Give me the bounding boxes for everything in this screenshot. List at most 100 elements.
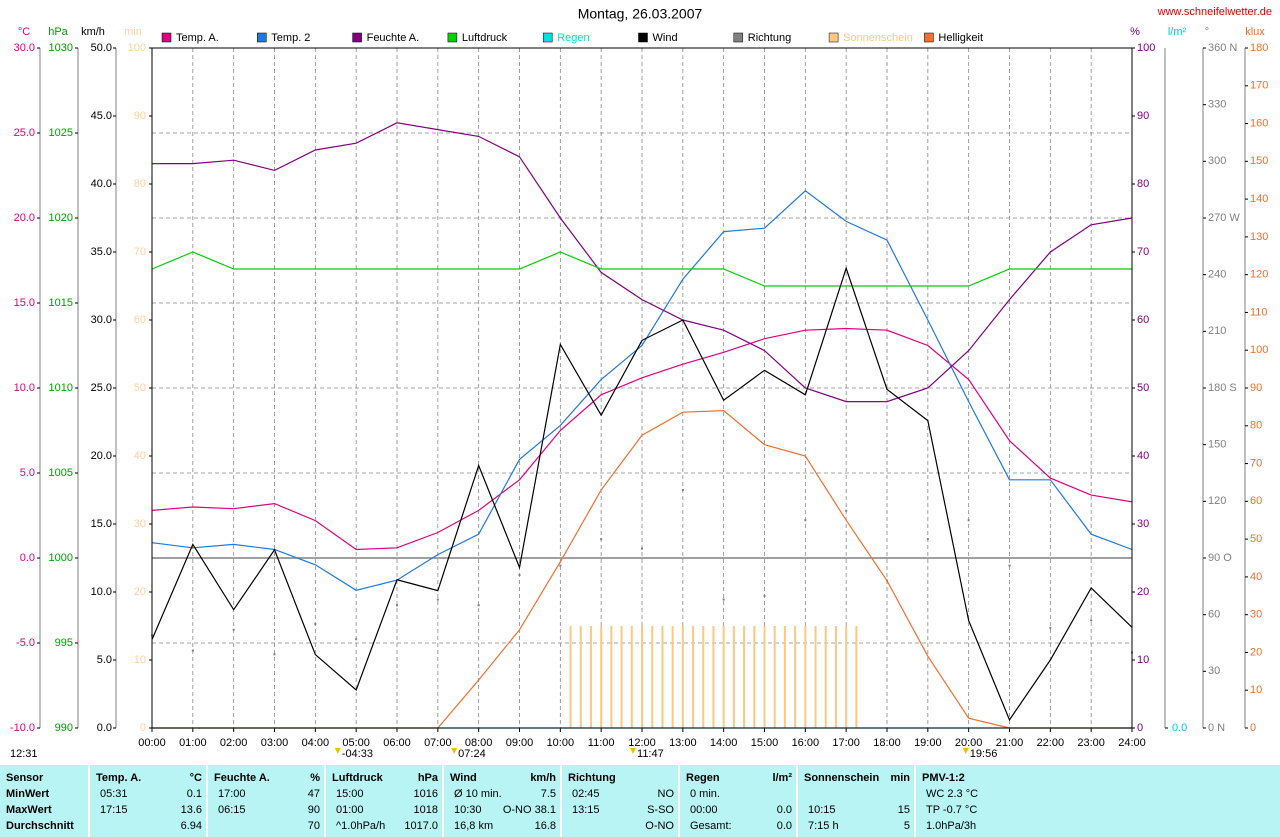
direction-dot	[477, 604, 480, 607]
table-cell: Gesamt:	[690, 820, 732, 832]
table-cell: %	[310, 772, 320, 784]
axis-unit: °C	[18, 26, 30, 38]
y-tick-label: 330	[1208, 99, 1226, 111]
x-tick-label: 01:00	[179, 737, 207, 749]
y-tick-label: 90	[1137, 110, 1149, 122]
x-tick-label: 18:00	[873, 737, 901, 749]
direction-dot	[845, 509, 848, 512]
table-cell: 7:15 h	[808, 820, 839, 832]
y-tick-label: 120	[1208, 495, 1226, 507]
table-cell: Durchschnitt	[6, 820, 74, 832]
y-tick-label: 1010	[49, 382, 73, 394]
table-cell: 6.94	[180, 820, 202, 832]
x-tick-label: 05:00	[342, 737, 370, 749]
y-tick-label: 45.0	[91, 110, 112, 122]
legend-label: Temp. A.	[176, 32, 219, 44]
corner-note: 12:31	[10, 748, 38, 760]
legend-swatch	[542, 32, 553, 43]
legend-label: Regen	[557, 32, 589, 44]
y-tick-label: 1025	[49, 127, 73, 139]
table-cell: min	[890, 772, 910, 784]
y-tick-label: 0 N	[1208, 722, 1225, 734]
table-cell: 1016	[413, 788, 438, 800]
legend-label: Wind	[653, 32, 678, 44]
legend-swatch	[257, 32, 267, 43]
direction-dot	[191, 649, 194, 652]
table-group: Sensor MinWert MaxWert Durchschnitt	[0, 765, 88, 837]
y-tick-label: 25.0	[14, 127, 35, 139]
x-tick-label: 14:00	[710, 737, 738, 749]
legend-swatch	[638, 32, 648, 43]
y-tick-label: 10	[134, 654, 146, 666]
table-cell: O-NO 38.1	[502, 804, 556, 816]
legend-label: Temp. 2	[271, 32, 310, 44]
x-tick-label: 02:00	[220, 737, 248, 749]
y-tick-label: 60	[1137, 314, 1149, 326]
y-tick-label: 150	[1250, 155, 1268, 167]
direction-dot	[355, 638, 358, 641]
direction-dot	[1049, 626, 1052, 629]
annotation-label: 07:24	[458, 748, 486, 760]
y-tick-label: 30	[134, 518, 146, 530]
legend-swatch	[352, 32, 362, 43]
axis-unit: °	[1205, 26, 1209, 38]
annotation-marker	[451, 748, 458, 754]
y-tick-label: 30	[1250, 609, 1262, 621]
series-line	[152, 122, 1133, 403]
series-line	[151, 327, 1133, 551]
table-cell: MaxWert	[6, 804, 52, 816]
x-tick-label: 12:00	[628, 737, 656, 749]
table-cell: TP -0.7 °C	[926, 804, 978, 816]
table-group: Wind km/h Ø 10 min. 7.5 10:30 O-NO 38.1 16,8 k…	[442, 765, 562, 837]
chart: Montag, 26.03.2007 www.schneifelwetter.d…	[10, 6, 1272, 760]
axis-unit: min	[124, 26, 142, 38]
y-tick-label: 0.0	[20, 552, 35, 564]
y-tick-label: 50	[1137, 382, 1149, 394]
y-tick-label: 10.0	[91, 586, 112, 598]
y-tick-label: 0	[1250, 722, 1256, 734]
y-tick-label: 120	[1250, 269, 1268, 281]
x-tick-label: 24:00	[1118, 737, 1146, 749]
legend-label: Feuchte A.	[367, 32, 420, 44]
table-cell: 10:30	[454, 804, 482, 816]
direction-dot	[1008, 564, 1011, 567]
direction-dot	[967, 519, 970, 522]
annotation-label: -04:33	[342, 748, 373, 760]
y-tick-label: 30	[1208, 665, 1220, 677]
direction-dot	[681, 489, 684, 491]
y-tick-label: 100	[1250, 344, 1268, 356]
x-tick-label: 00:00	[138, 737, 166, 749]
y-tick-label: 130	[1250, 231, 1268, 243]
legend-swatch	[161, 32, 172, 43]
x-tick-label: 08:00	[465, 737, 493, 749]
legend-label: Helligkeit	[938, 32, 983, 44]
axis-unit: hPa	[48, 26, 68, 38]
y-tick-label: 80	[134, 178, 146, 190]
direction-dot	[1090, 619, 1093, 622]
table-cell: 0.0	[776, 804, 792, 816]
table-cell: 15:00	[336, 788, 364, 800]
x-tick-label: 13:00	[669, 737, 697, 749]
table-cell: l/m²	[772, 772, 792, 784]
table-cell: 0 min.	[690, 788, 720, 800]
table-cell: 5	[903, 820, 910, 832]
table-cell: Richtung	[568, 772, 616, 784]
x-tick-label: 22:00	[1037, 737, 1065, 749]
legend-swatch	[447, 32, 458, 43]
direction-dot	[396, 604, 398, 607]
y-tick-label: 25.0	[91, 382, 112, 394]
table-cell: 16,8 km	[454, 820, 494, 832]
table-cell: Sensor	[6, 772, 44, 784]
summary-table: Sensor MinWert MaxWert Durchschnitt Temp. A.…	[0, 765, 1280, 837]
direction-dot	[314, 623, 317, 626]
table-cell: 0.0	[776, 820, 792, 832]
table-cell: hPa	[417, 772, 438, 784]
y-tick-label: 180 S	[1208, 382, 1237, 394]
table-cell: O-NO	[645, 820, 674, 832]
x-tick-label: 17:00	[832, 737, 860, 749]
table-cell: 1018	[413, 804, 438, 816]
y-tick-label: 995	[55, 637, 73, 649]
table-cell: 0.1	[186, 788, 202, 800]
y-tick-label: 1015	[49, 297, 73, 309]
legend-swatch	[828, 32, 839, 43]
